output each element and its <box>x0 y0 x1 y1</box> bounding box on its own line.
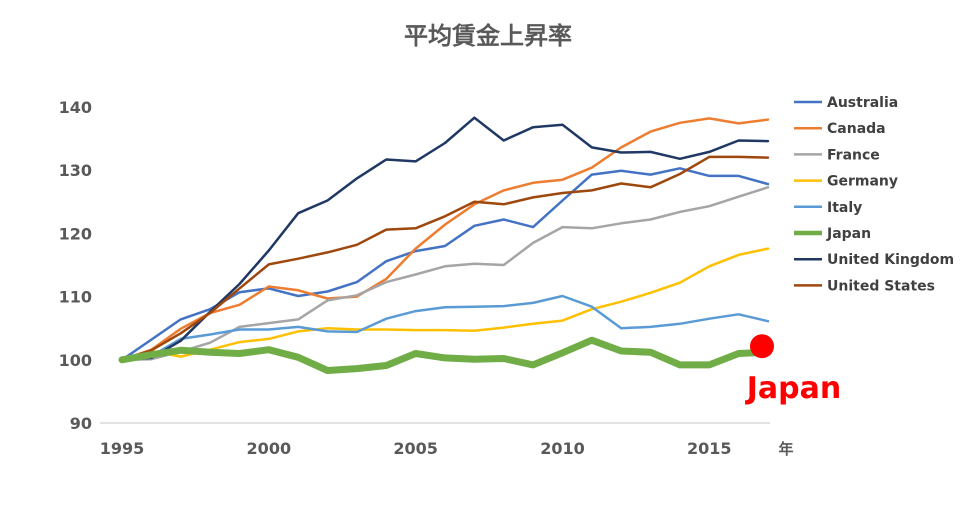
y-axis-ticks: 90 100 110 120 130 140 <box>59 98 92 433</box>
x-tick-label: 2010 <box>540 439 585 458</box>
y-tick-label: 120 <box>59 224 92 243</box>
series-line-canada <box>120 117 770 362</box>
x-tick-label: 1995 <box>100 439 145 458</box>
y-tick-label: 130 <box>59 161 92 180</box>
series-line-japan <box>118 336 772 374</box>
series-lines <box>118 116 772 374</box>
japan-callout-dot <box>750 334 774 359</box>
x-axis-ticks: 1995 2000 2005 2010 2015 <box>100 439 732 458</box>
legend-item-label: Australia <box>827 95 898 111</box>
y-tick-label: 100 <box>59 351 92 370</box>
x-tick-label: 2015 <box>687 439 732 458</box>
legend-item-label: Canada <box>827 121 886 137</box>
x-tick-label: 2000 <box>247 439 292 458</box>
series-line-germany <box>120 247 770 362</box>
legend: Australia Canada France Germany Italy Japan Un… <box>794 95 954 294</box>
legend-item-label: Japan <box>826 226 871 242</box>
x-axis-unit-label: 年 <box>778 440 793 458</box>
y-tick-label: 110 <box>59 288 92 307</box>
legend-item-label: France <box>827 147 880 163</box>
legend-item-label: United States <box>827 278 935 294</box>
legend-item-label: Italy <box>827 200 862 216</box>
x-tick-label: 2005 <box>393 439 438 458</box>
y-tick-label: 140 <box>59 98 92 117</box>
series-line-italy <box>120 294 770 362</box>
legend-item-label: United Kingdom <box>827 252 954 268</box>
japan-callout-label: Japan <box>745 371 841 406</box>
chart-title: 平均賃金上昇率 <box>404 22 572 50</box>
series-line-united-kingdom <box>120 116 770 362</box>
series-line-united-states <box>120 155 770 362</box>
legend-item-label: Germany <box>827 174 898 190</box>
y-tick-label: 90 <box>70 414 92 433</box>
